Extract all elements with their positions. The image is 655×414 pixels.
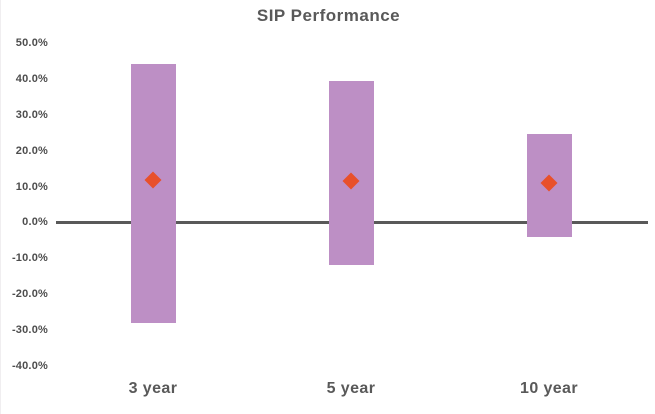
x-axis-label-5-year: 5 year (326, 380, 376, 397)
x-axis-label-3-year: 3 year (128, 380, 178, 397)
y-axis-tick-label: -40.0% (11, 359, 48, 372)
y-axis-tick-label: -10.0% (11, 252, 48, 265)
y-axis-tick-label: 50.0% (15, 36, 48, 49)
y-axis-tick-label: -20.0% (11, 288, 48, 301)
y-axis-tick-label: -30.0% (11, 324, 48, 337)
y-axis-tick-label: 0.0% (22, 216, 48, 229)
range-bar-3-year (130, 64, 176, 323)
y-axis-tick-label: 20.0% (15, 144, 48, 157)
y-axis-tick-label: 40.0% (15, 72, 48, 85)
y-axis-tick-label: 30.0% (15, 108, 48, 121)
chart-title: SIP Performance (256, 6, 401, 25)
x-axis-label-10-year: 10 year (520, 380, 578, 397)
y-axis-tick-label: 10.0% (15, 180, 48, 193)
